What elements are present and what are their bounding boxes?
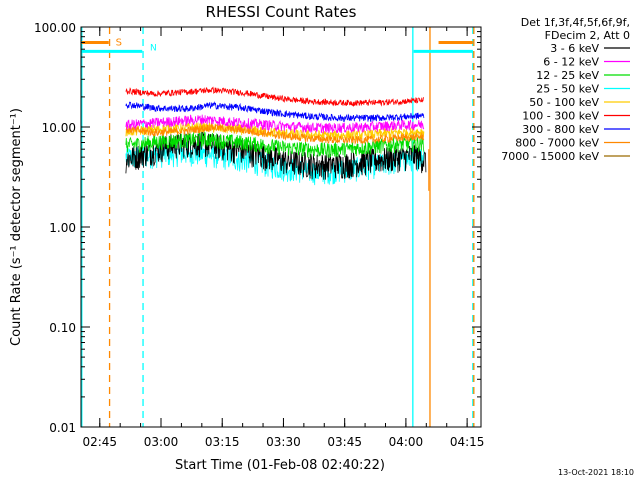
x-tick-label: 03:45 <box>327 435 362 449</box>
y-axis-label: Count Rate (s⁻¹ detector segment⁻¹) <box>9 108 24 346</box>
legend-label: 50 - 100 keV <box>529 96 599 109</box>
x-axis-ticks: 02:45 03:00 03:15 03:30 03:45 04:00 04:15 <box>82 27 484 449</box>
series-layer <box>125 86 430 191</box>
legend-label: 6 - 12 keV <box>543 56 599 69</box>
series-line-6-to-12kev <box>125 114 425 134</box>
legend-label: 3 - 6 keV <box>550 42 599 55</box>
x-tick-label: 03:15 <box>205 435 240 449</box>
legend-label: 12 - 25 keV <box>536 69 599 82</box>
legend-header-line-1: Det 1f,3f,4f,5f,6f,9f, <box>521 16 630 29</box>
x-tick-label: 04:15 <box>450 435 485 449</box>
y-tick-label: 0.10 <box>49 321 76 335</box>
y-tick-label: 10.00 <box>42 121 76 135</box>
series-line-800-to-7000kev <box>125 123 425 146</box>
series-line-3-to-6kev <box>125 131 427 180</box>
series-line-100-to-300kev <box>125 86 425 107</box>
x-tick-label: 03:30 <box>266 435 301 449</box>
series-line-12-to-25kev <box>125 131 425 159</box>
legend-header-line-2: FDecim 2, Att 0 <box>545 29 630 42</box>
x-tick-label: 03:00 <box>144 435 179 449</box>
series-line-300-to-800kev <box>125 101 425 123</box>
chart-title: RHESSI Count Rates <box>206 3 357 21</box>
legend-label: 800 - 7000 keV <box>515 137 599 150</box>
legend-label: 25 - 50 keV <box>536 83 599 96</box>
y-tick-label: 0.01 <box>49 421 76 435</box>
y-tick-label: 1.00 <box>49 221 76 235</box>
x-tick-label: 02:45 <box>82 435 117 449</box>
legend-label: 300 - 800 keV <box>522 123 599 136</box>
n-marker-label: N <box>150 43 157 53</box>
series-line-50-to-100kev <box>125 121 425 141</box>
s-marker-label: S <box>116 37 122 48</box>
y-axis-ticks: 100.00 10.00 1.00 0.10 0.01 <box>34 21 481 435</box>
x-axis-label: Start Time (01-Feb-08 02:40:22) <box>175 458 385 473</box>
y-tick-label: 100.00 <box>34 21 76 35</box>
legend-label: 7000 - 15000 keV <box>501 150 599 163</box>
legend-label: 100 - 300 keV <box>522 110 599 123</box>
x-tick-label: 04:00 <box>389 435 424 449</box>
footer-timestamp: 13-Oct-2021 18:10 <box>558 468 634 477</box>
